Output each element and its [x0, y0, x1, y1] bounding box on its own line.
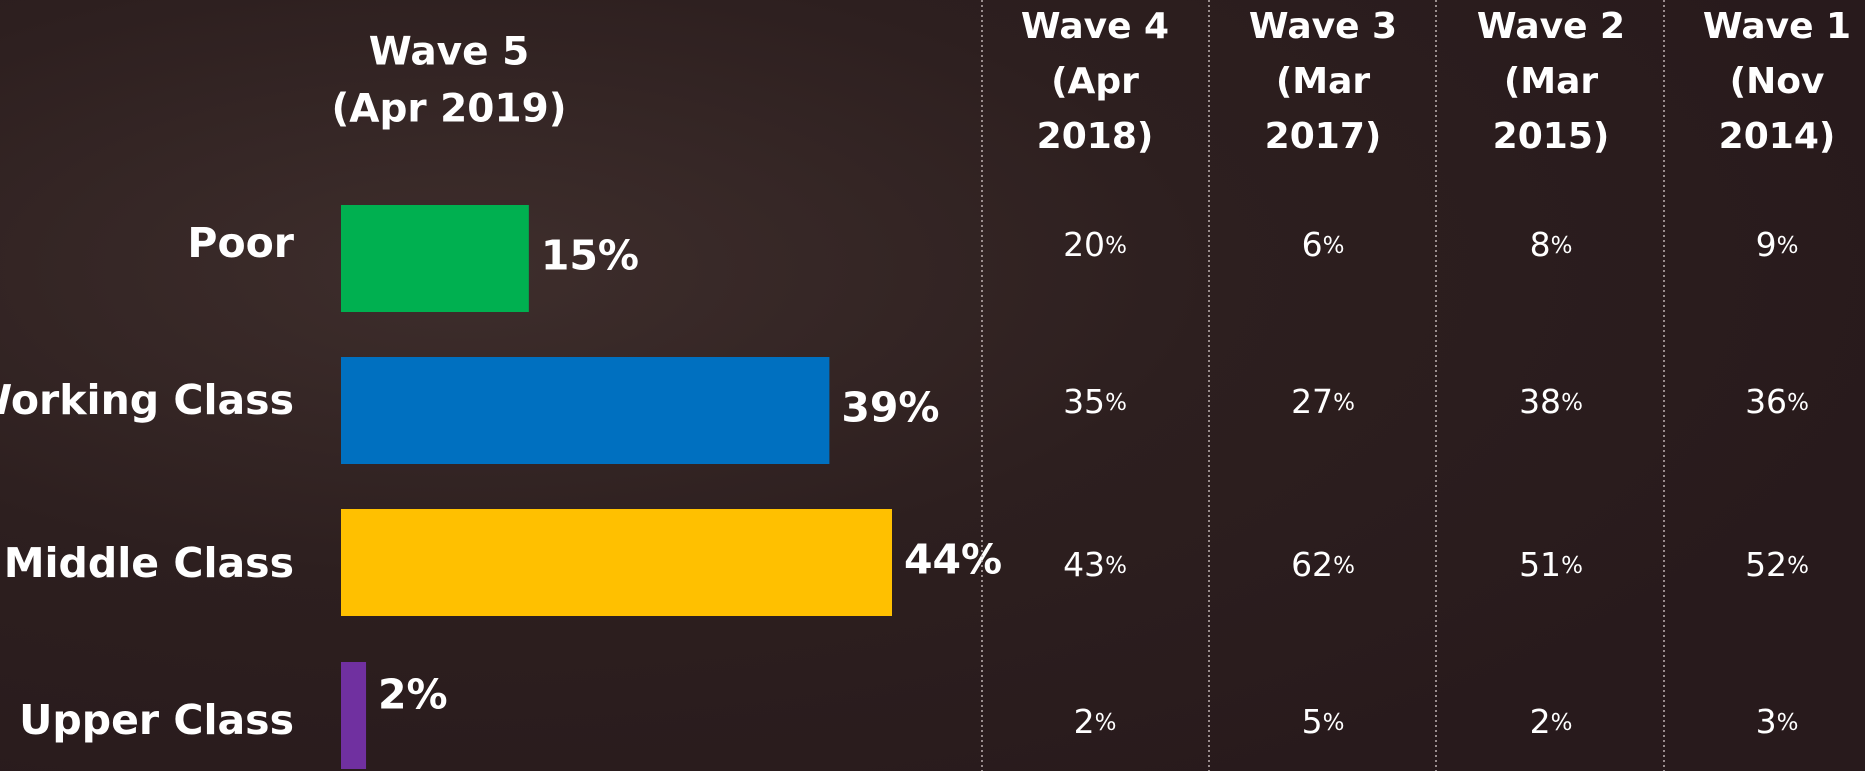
table-cell: 5%: [1302, 702, 1345, 741]
cell-value: 35: [1063, 382, 1105, 421]
cell-unit: %: [1787, 553, 1809, 579]
table-cell: 35%: [1063, 382, 1127, 421]
cell-value: 3: [1756, 702, 1777, 741]
cell-value: 38: [1519, 382, 1561, 421]
cell-unit: %: [1561, 553, 1583, 579]
column-header: 2018): [1037, 116, 1154, 157]
cell-unit: %: [1551, 710, 1573, 736]
cell-unit: %: [1095, 710, 1117, 736]
cell-value: 5: [1302, 702, 1323, 741]
cell-unit: %: [1561, 390, 1583, 416]
cell-unit: %: [1323, 233, 1345, 259]
cell-value: 51: [1519, 545, 1561, 584]
cell-value: 20: [1063, 225, 1105, 264]
cell-value: 6: [1302, 225, 1323, 264]
table-cell: 27%: [1291, 382, 1355, 421]
value-label: 39%: [841, 384, 939, 432]
cell-value: 9: [1756, 225, 1777, 264]
table-cell: 8%: [1530, 225, 1573, 264]
bar: [341, 357, 830, 464]
column-header: Wave 2: [1477, 6, 1625, 47]
table-cell: 43%: [1063, 545, 1127, 584]
column-header: Wave 1: [1703, 6, 1851, 47]
table-cell: 62%: [1291, 545, 1355, 584]
table-cell: 6%: [1302, 225, 1345, 264]
cell-unit: %: [1105, 553, 1127, 579]
chart-title: Wave 5: [369, 30, 530, 75]
value-label: 2%: [378, 671, 448, 719]
cell-unit: %: [1551, 233, 1573, 259]
cell-unit: %: [1333, 390, 1355, 416]
column-header: (Mar: [1276, 61, 1371, 102]
category-label: Poor: [187, 219, 294, 267]
category-label: Middle Class: [4, 539, 294, 587]
table-cell: 51%: [1519, 545, 1583, 584]
cell-unit: %: [1323, 710, 1345, 736]
table-cell: 9%: [1756, 225, 1799, 264]
column-header: (Mar: [1504, 61, 1599, 102]
cell-unit: %: [1105, 390, 1127, 416]
cell-value: 2: [1074, 702, 1095, 741]
column-header: Wave 4: [1021, 6, 1169, 47]
bar: [341, 662, 367, 769]
cell-value: 36: [1745, 382, 1787, 421]
cell-value: 8: [1530, 225, 1551, 264]
table-cell: 36%: [1745, 382, 1809, 421]
cell-value: 2: [1530, 702, 1551, 741]
column-header: Wave 3: [1249, 6, 1397, 47]
cell-unit: %: [1333, 553, 1355, 579]
column-header: (Apr: [1051, 61, 1139, 102]
cell-value: 62: [1291, 545, 1333, 584]
column-header: 2014): [1719, 116, 1836, 157]
cell-value: 43: [1063, 545, 1105, 584]
bar: [341, 205, 529, 312]
table-cell: 3%: [1756, 702, 1799, 741]
table-cell: 52%: [1745, 545, 1809, 584]
table-cell: 2%: [1074, 702, 1117, 741]
cell-unit: %: [1777, 710, 1799, 736]
column-header: (Nov: [1730, 61, 1825, 102]
category-label: Working Class: [0, 376, 294, 424]
category-label: Upper Class: [19, 696, 294, 744]
cell-unit: %: [1105, 233, 1127, 259]
cell-value: 27: [1291, 382, 1333, 421]
column-header: 2015): [1493, 116, 1610, 157]
column-header: 2017): [1265, 116, 1382, 157]
cell-value: 52: [1745, 545, 1787, 584]
value-label: 15%: [541, 232, 639, 280]
cell-unit: %: [1777, 233, 1799, 259]
table-cell: 38%: [1519, 382, 1583, 421]
bar: [341, 509, 892, 616]
value-label: 44%: [904, 536, 1002, 584]
chart-title: (Apr 2019): [331, 87, 566, 132]
table-cell: 20%: [1063, 225, 1127, 264]
cell-unit: %: [1787, 390, 1809, 416]
table-cell: 2%: [1530, 702, 1573, 741]
